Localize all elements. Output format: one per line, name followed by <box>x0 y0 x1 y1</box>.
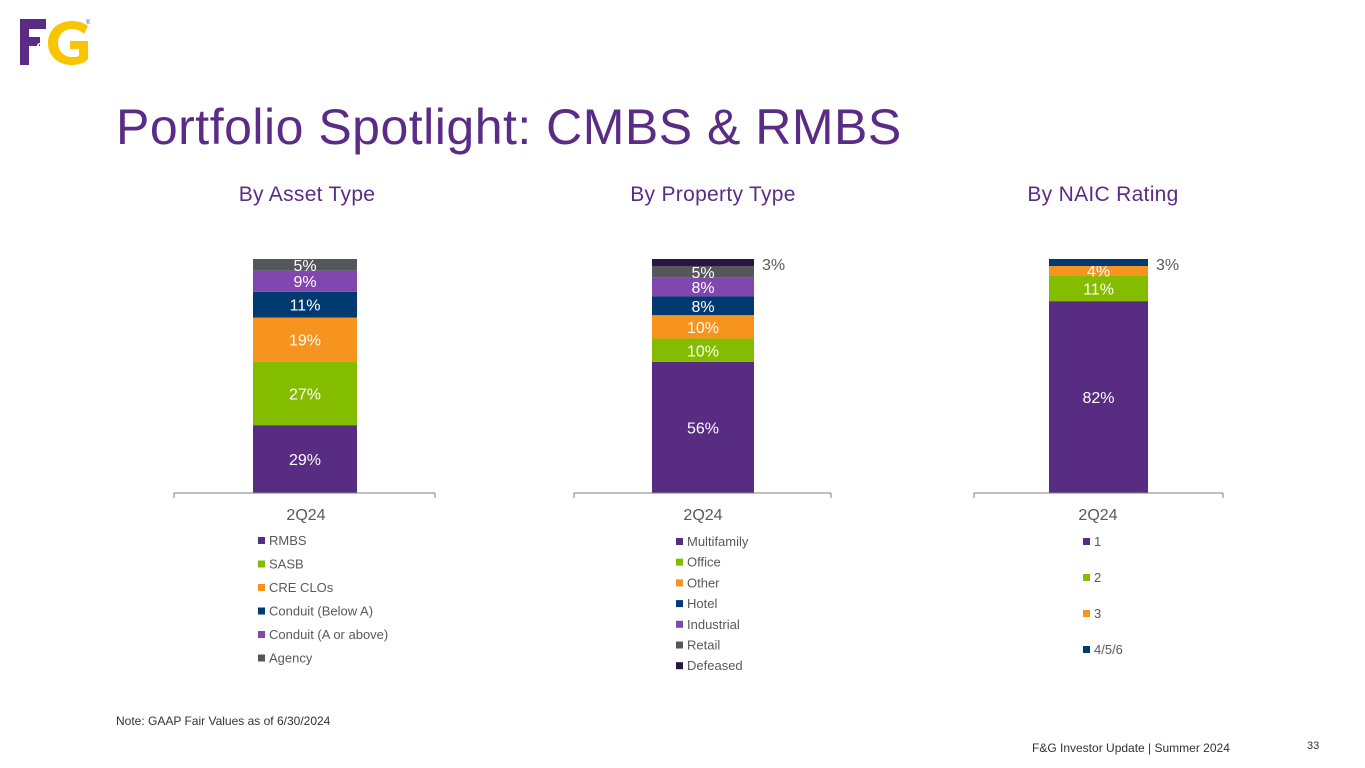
data-label-industrial: 8% <box>691 280 714 297</box>
legend-swatch-other <box>676 579 683 587</box>
footer-text: F&G Investor Update | Summer 2024 <box>1032 741 1230 755</box>
chart-title-property-type: By Property Type <box>630 183 796 206</box>
legend-label-1: 1 <box>1094 534 1101 549</box>
legend-swatch-cre-clos <box>258 584 265 591</box>
legend-label-2: 2 <box>1094 570 1101 585</box>
bar-segment-4-5-6 <box>1049 259 1148 267</box>
legend-label-cre-clos: CRE CLOs <box>269 580 334 595</box>
x-tick-label: 2Q24 <box>286 507 325 524</box>
bar-segment-retail <box>652 266 754 278</box>
bar-segment-conduit-a-or-above <box>253 270 357 292</box>
legend-swatch-conduit-below-a <box>258 607 265 615</box>
legend-label-multifamily: Multifamily <box>687 534 749 549</box>
legend-swatch-sasb <box>258 560 265 568</box>
legend-swatch-4-5-6 <box>1083 646 1090 653</box>
legend-swatch-conduit-a-or-above <box>258 631 265 638</box>
data-label-retail: 5% <box>691 265 714 282</box>
data-label-conduit-a-or-above: 9% <box>293 274 316 291</box>
legend-swatch-3 <box>1083 610 1090 617</box>
data-label-2: 11% <box>1083 281 1114 298</box>
data-label-rmbs: 29% <box>289 452 321 469</box>
logo-registered-mark: ® <box>86 19 90 26</box>
data-label-conduit-below-a: 11% <box>290 298 321 315</box>
x-tick-label: 2Q24 <box>1078 507 1117 524</box>
chart-title-asset-type: By Asset Type <box>238 183 376 206</box>
bar-segment-multifamily <box>652 361 754 493</box>
legend-swatch-office <box>676 558 683 566</box>
data-label-other: 10% <box>687 320 719 337</box>
x-tick-label: 2Q24 <box>683 507 722 524</box>
legend-swatch-multifamily <box>676 538 683 545</box>
data-label-defeased: 3% <box>762 257 785 274</box>
legend-label-rmbs: RMBS <box>269 533 307 548</box>
logo-f-top <box>20 19 46 29</box>
data-label-agency: 5% <box>293 258 316 275</box>
logo-f-mid <box>20 37 40 46</box>
legend-label-industrial: Industrial <box>687 617 740 632</box>
legend-label-conduit-a-or-above: Conduit (A or above) <box>269 627 388 642</box>
bar-segment-sasb <box>253 361 357 426</box>
legend-label-4-5-6: 4/5/6 <box>1094 642 1123 657</box>
legend-label-conduit-below-a: Conduit (Below A) <box>269 604 373 619</box>
bar-segment-conduit-below-a <box>253 291 357 318</box>
legend-swatch-agency <box>258 654 265 662</box>
legend-label-retail: Retail <box>687 638 720 653</box>
bar-segment-office <box>652 338 754 362</box>
legend-label-hotel: Hotel <box>687 596 717 611</box>
data-label-sasb: 27% <box>289 387 321 404</box>
bar-segment-agency <box>253 259 357 271</box>
legend-swatch-hotel <box>676 600 683 608</box>
data-label-hotel: 8% <box>691 299 714 316</box>
data-label-3: 4% <box>1087 264 1110 281</box>
bar-segment-3 <box>1049 266 1148 276</box>
legend-label-defeased: Defeased <box>687 658 743 673</box>
page-title: Portfolio Spotlight: CMBS & RMBS <box>116 99 902 155</box>
data-label-multifamily: 56% <box>687 420 719 437</box>
legend-swatch-2 <box>1083 574 1090 581</box>
footnote: Note: GAAP Fair Values as of 6/30/2024 <box>116 714 331 728</box>
logo-ampersand: & <box>35 40 46 57</box>
legend-swatch-retail <box>676 641 683 649</box>
logo-g-shape <box>48 21 88 65</box>
legend-label-3: 3 <box>1094 606 1101 621</box>
legend-swatch-defeased <box>676 662 683 670</box>
legend-swatch-rmbs <box>258 537 265 544</box>
legend-label-office: Office <box>687 555 721 570</box>
legend-label-agency: Agency <box>269 651 313 666</box>
fg-logo: & ® <box>20 19 90 65</box>
bar-segment-defeased <box>652 259 754 267</box>
bar-segment-cre-clos <box>253 317 357 362</box>
legend-swatch-1 <box>1083 538 1090 545</box>
data-label-1: 82% <box>1082 390 1114 407</box>
data-label-office: 10% <box>687 343 719 360</box>
bar-segment-1 <box>1049 301 1148 493</box>
legend-label-other: Other <box>687 575 720 590</box>
legend-label-sasb: SASB <box>269 557 304 572</box>
bar-segment-industrial <box>652 277 754 297</box>
bar-segment-rmbs <box>253 425 357 493</box>
bar-segment-other <box>652 315 754 339</box>
chart-title-naic-rating: By NAIC Rating <box>1027 183 1179 206</box>
bar-segment-2 <box>1049 275 1148 302</box>
page-number: 33 <box>1307 740 1320 752</box>
data-label-cre-clos: 19% <box>289 333 321 350</box>
bar-segment-hotel <box>652 296 754 316</box>
legend-swatch-industrial <box>676 620 683 628</box>
data-label-4-5-6: 3% <box>1156 257 1179 274</box>
